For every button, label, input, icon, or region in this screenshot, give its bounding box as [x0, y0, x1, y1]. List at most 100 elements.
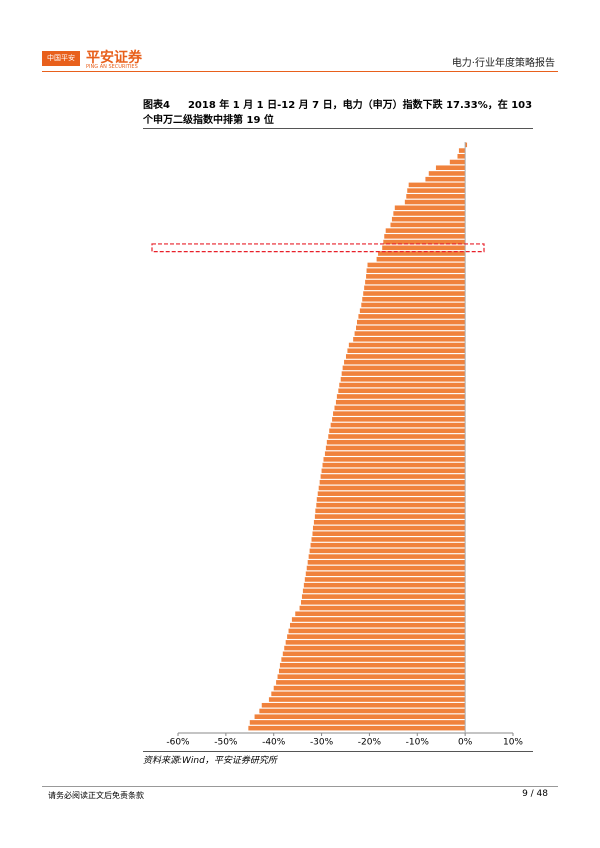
bar [259, 708, 466, 714]
bar [315, 508, 466, 514]
x-tick-label: 10% [503, 738, 523, 748]
footer-disclaimer: 请务必阅读正文后免责条款 [48, 791, 144, 800]
bar [356, 325, 466, 331]
x-tick-label: -10% [406, 738, 430, 748]
bar [312, 531, 466, 537]
x-tick-label: 0% [458, 738, 473, 748]
bar [291, 617, 466, 622]
bar [268, 697, 466, 702]
bar [394, 205, 466, 211]
bar [300, 600, 466, 605]
x-tick-label: -50% [214, 738, 238, 748]
bar [254, 714, 466, 719]
bar [285, 640, 466, 645]
bar [385, 228, 466, 233]
bar [305, 571, 466, 577]
bar [299, 605, 466, 611]
bar [365, 279, 466, 285]
bar [428, 171, 466, 176]
bar [393, 211, 466, 216]
page-number: 9 / 48 [522, 789, 548, 799]
bar [367, 262, 466, 268]
bar [361, 302, 466, 308]
bar [344, 359, 466, 365]
bar [406, 194, 466, 199]
bar [329, 428, 466, 434]
bar [317, 491, 466, 496]
bar [326, 439, 466, 445]
bar [287, 634, 466, 639]
report-name: 电力·行业年度策略报告 [451, 58, 555, 69]
bar [277, 674, 466, 679]
bar [321, 468, 466, 474]
bar [311, 537, 466, 542]
bar [325, 445, 466, 451]
x-tick-label: -60% [166, 738, 190, 748]
bar [342, 365, 466, 371]
bar [282, 651, 466, 657]
source: 资料来源:Wind，平安证券研究所 [143, 756, 277, 766]
bar [273, 685, 466, 691]
bar [271, 691, 466, 697]
bar [345, 354, 466, 359]
bar [376, 256, 466, 262]
bar [308, 554, 466, 559]
bar [324, 451, 466, 456]
bar [335, 399, 466, 405]
bar [356, 319, 466, 325]
x-tick-label: -40% [262, 738, 286, 748]
logo-sub: PING AN SECURITIES [86, 64, 138, 70]
bar [358, 314, 466, 319]
bar [278, 668, 466, 674]
bar [354, 331, 466, 336]
bar [318, 485, 466, 491]
bar [302, 588, 466, 594]
bar [449, 159, 466, 165]
bar [364, 285, 466, 291]
highlight-box [151, 243, 485, 253]
footer-rule [42, 786, 558, 787]
bar [301, 594, 466, 599]
bar [316, 502, 466, 508]
title-rule [143, 128, 533, 129]
bar [435, 165, 466, 171]
bar [261, 702, 466, 708]
bar [284, 645, 466, 651]
bar [336, 394, 466, 399]
bar [309, 548, 466, 554]
bar [276, 680, 466, 685]
source-rule [143, 751, 533, 752]
bar [304, 577, 466, 582]
bar [319, 479, 466, 485]
bar [457, 154, 466, 159]
bar [330, 422, 466, 428]
bar [390, 222, 466, 228]
x-tick-label: -20% [358, 738, 382, 748]
bar [362, 296, 466, 302]
bar [279, 662, 466, 668]
bar [334, 405, 466, 411]
bar [313, 519, 466, 525]
bar [383, 239, 466, 245]
bar [382, 245, 466, 251]
bar [248, 725, 466, 731]
chart-title: 2018 年 1 月 1 日-12 月 7 日，电力（申万）指数下跌 17.33… [143, 100, 533, 126]
bar [323, 457, 466, 462]
logo-name: 平安证券 [86, 50, 142, 66]
bar [425, 176, 466, 182]
bar [281, 657, 466, 662]
bar [348, 342, 466, 348]
bar [312, 525, 466, 531]
bar [249, 720, 466, 725]
bar [322, 462, 466, 468]
bar [340, 377, 466, 382]
bar [303, 582, 466, 588]
bar [288, 628, 466, 634]
bar [333, 411, 466, 416]
bar [384, 234, 466, 239]
bar [363, 291, 466, 296]
bar [465, 142, 468, 148]
bar [407, 188, 466, 193]
